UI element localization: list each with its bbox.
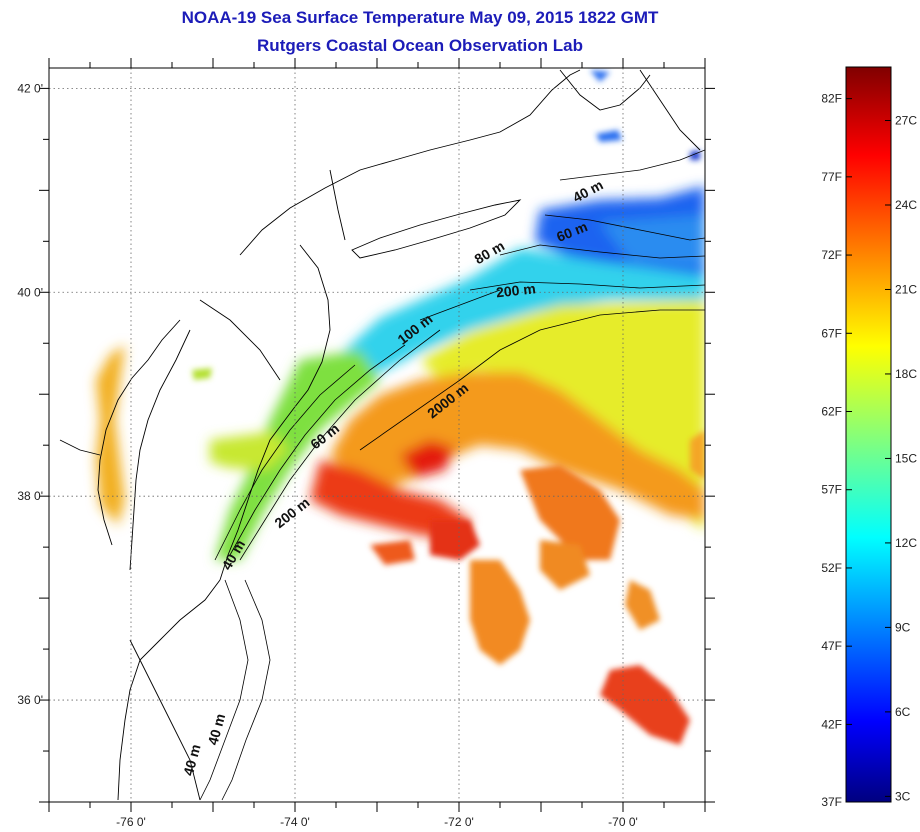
sst-patch-1 (470, 560, 530, 665)
sst-slope-water (420, 300, 705, 530)
lon-tick-label: -76 0' (116, 815, 146, 829)
lon-tick-label: -70 0' (608, 815, 638, 829)
lon-tick-label: -74 0' (280, 815, 310, 829)
lat-tick-label: 38 0' (17, 489, 43, 503)
sst-chesapeake (96, 345, 125, 525)
sst-warm-filament (400, 440, 455, 478)
coastline-chesapeake-east (129, 329, 191, 571)
colorbar-f-label: 57F (821, 483, 842, 497)
coastline-maine (639, 69, 701, 151)
colorbar-f-label: 82F (821, 92, 842, 106)
lat-tick-label: 42 0' (17, 81, 43, 95)
coastline-long-island (351, 199, 522, 259)
colorbar-c-label: 21C (895, 282, 917, 296)
contour-60m-north (544, 214, 705, 241)
colorbar-f-label: 77F (821, 170, 842, 184)
sst-patch-3 (600, 665, 690, 745)
lat-tick-label: 36 0' (17, 693, 43, 707)
sst-patch-7 (690, 430, 705, 480)
contour-100m (419, 289, 501, 321)
coastline-outer-banks (129, 639, 201, 801)
contour-shelf-south-2 (221, 579, 271, 801)
sst-patch-6 (540, 540, 590, 590)
contour-shelf-south (199, 579, 249, 801)
coastline-new-england (239, 69, 581, 256)
contour-60m-south (229, 344, 406, 556)
contour-40m-north (559, 149, 705, 181)
sst-patch-11 (690, 150, 700, 160)
colorbar-c-label: 27C (895, 114, 917, 128)
map-tick-labels: 42 0' 40 0' 38 0' 36 0' -76 0' -74 0' -72 0' -7… (17, 81, 637, 829)
sst-patch-8 (370, 540, 415, 565)
colorbar-c-label: 12C (895, 536, 917, 550)
colorbar-c-label: 9C (895, 620, 911, 634)
map-ticks (39, 58, 715, 812)
colorbar-labels: 82F 77F 72F 67F 62F 57F 52F 47F 42F 37F 27C 24C 21C 1… (821, 92, 917, 809)
sst-mid-shelf-water (345, 248, 705, 380)
coastline-delmarva (219, 419, 286, 581)
sst-imagery (96, 70, 705, 745)
colorbar-f-label: 47F (821, 639, 842, 653)
sst-patch-9 (590, 70, 610, 82)
colorbar-c-label: 3C (895, 789, 911, 803)
bathymetry-contours (199, 149, 705, 801)
coastline-virginia (117, 579, 221, 801)
contour-40m-south (214, 364, 356, 561)
lat-tick-label: 40 0' (17, 285, 43, 299)
sst-patch-5 (625, 580, 660, 630)
contour-label: 40 m (180, 742, 204, 777)
colorbar-f-label: 72F (821, 248, 842, 262)
sst-patch-12 (192, 368, 212, 380)
coastlines (59, 69, 701, 801)
colorbar-c-label: 24C (895, 198, 917, 212)
sst-gulf-stream-eddy (330, 372, 705, 520)
coastline-nj (284, 244, 331, 421)
map-subtitle: Rutgers Coastal Ocean Observation Lab (257, 36, 583, 55)
river-potomac (59, 439, 101, 456)
contour-label: 200 m (495, 280, 536, 300)
map-grid (49, 68, 705, 802)
river-hudson (329, 169, 346, 241)
sst-patch-10 (596, 130, 622, 142)
sst-inner-shelf-water (210, 432, 290, 470)
river-delaware (199, 299, 281, 381)
colorbar-c-label: 6C (895, 705, 911, 719)
sst-patch-4 (430, 520, 480, 560)
contour-2000m (359, 309, 705, 451)
colorbar-c-label: 18C (895, 367, 917, 381)
colorbar-f-label: 52F (821, 561, 842, 575)
map-title: NOAA-19 Sea Surface Temperature May 09, … (181, 8, 659, 27)
colorbar-f-label: 37F (821, 795, 842, 809)
coastline-cape-cod (559, 69, 651, 111)
colorbar-f-label: 67F (821, 326, 842, 340)
colorbar-f-label: 42F (821, 717, 842, 731)
colorbar-c-label: 15C (895, 451, 917, 465)
sst-patch-2 (520, 465, 620, 560)
contour-200m-south (239, 329, 441, 561)
lon-tick-label: -72 0' (444, 815, 474, 829)
coastline-chesapeake-west (97, 319, 181, 546)
contour-80m (499, 244, 705, 259)
colorbar (845, 66, 892, 803)
contour-200m-north (469, 281, 705, 291)
contour-label: 40 m (205, 712, 229, 747)
colorbar-f-label: 62F (821, 405, 842, 419)
